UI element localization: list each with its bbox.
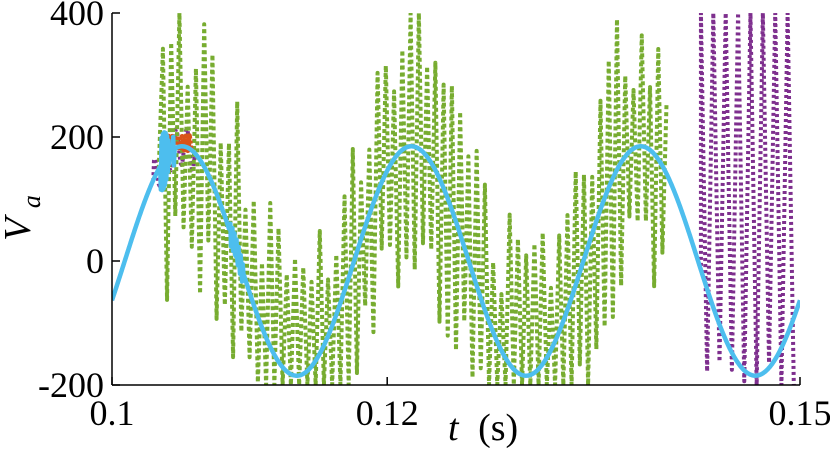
y-axis-subscript: a [17,195,46,208]
x-axis-unit: (s) [478,407,518,449]
x-tick-label: 0.12 [356,393,419,433]
y-axis-variable: V [0,214,39,241]
y-tick-label: 400 [50,0,104,33]
series-layer [112,13,800,385]
y-tick-label: 0 [86,241,104,281]
series-green-line [156,13,669,385]
y-tick-label: 200 [50,117,104,157]
y-axis-label: V a [0,195,46,241]
y-tick-label: -200 [38,365,104,405]
x-axis-label: t (s) [448,407,518,449]
ticks-layer: 0.1 0.12 0.15 -200 0 200 400 [38,0,830,433]
plot-area [112,13,800,385]
svg-text:V a: V a [0,195,46,241]
x-tick-label: 0.1 [90,393,135,433]
series-cyan-line [112,130,800,378]
x-axis-variable: t [448,407,460,449]
x-tick-label: 0.15 [769,393,830,433]
